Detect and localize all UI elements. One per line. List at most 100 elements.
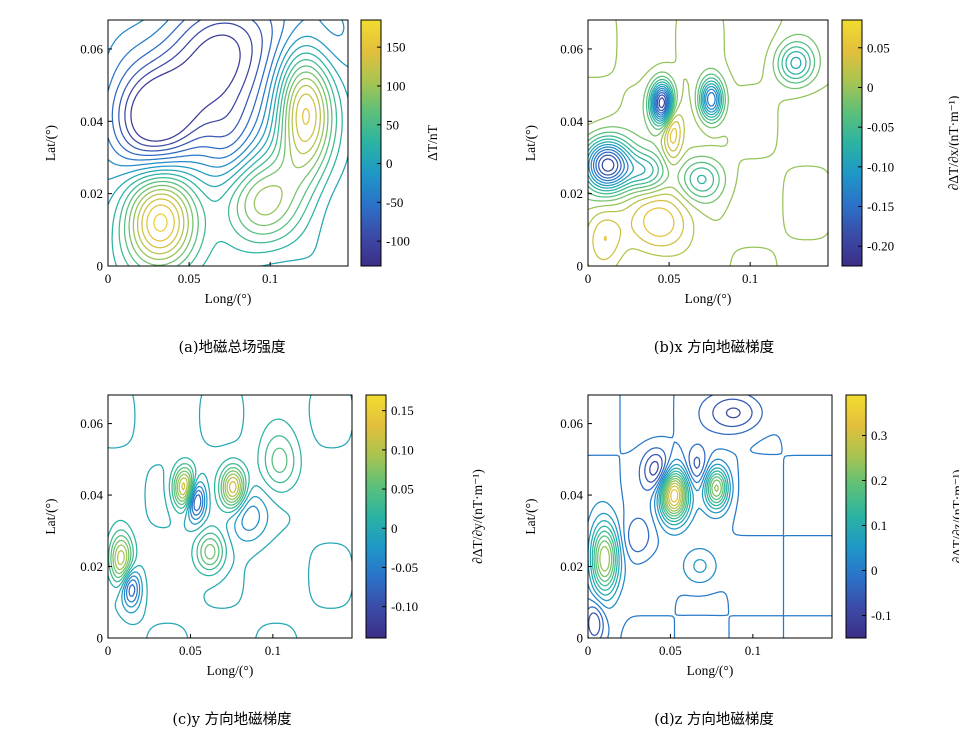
x-axis-label: Long/(°) <box>685 291 732 306</box>
panel-caption: (c)y 方向地磁梯度 <box>172 711 291 728</box>
colorbar-tick-label: 0 <box>871 563 878 578</box>
panel-b: 0 0.05 0.1 0 0.02 0.04 0.06 Long/(°) Lat/(°) 0.05… <box>523 19 959 356</box>
contour-line <box>108 395 352 638</box>
x-tick-label: 0.1 <box>745 643 761 658</box>
contour-line <box>108 35 348 181</box>
y-tick-label: 0.04 <box>560 488 583 503</box>
colorbar-tick-label: 150 <box>386 40 406 55</box>
contour-line <box>128 494 202 597</box>
y-tick-label: 0.06 <box>80 41 103 56</box>
contour-line <box>668 485 681 507</box>
colorbar-tick-label: 0.15 <box>391 403 414 418</box>
colorbar-tick-label: 0 <box>386 156 393 171</box>
axes-frame <box>107 394 353 639</box>
colorbar-tick-label: 0 <box>867 80 874 95</box>
contour-line <box>649 407 741 476</box>
contour-line <box>108 20 285 161</box>
contour-line <box>108 20 345 168</box>
x-axis-label: Long/(°) <box>687 663 734 678</box>
contour-line <box>588 46 811 195</box>
colorbar <box>845 394 867 639</box>
contour-line <box>590 87 718 184</box>
contour-line <box>599 480 719 572</box>
colorbar-tick-label: -0.1 <box>871 608 892 623</box>
contour-line <box>595 91 668 179</box>
contour-line <box>146 107 310 242</box>
colorbar-tick-label: -0.10 <box>391 599 418 614</box>
colorbar-tick-label: 0.10 <box>391 442 414 457</box>
y-axis-label: Lat/(°) <box>43 125 58 161</box>
colorbar <box>841 19 863 267</box>
y-tick-label: 0.04 <box>80 114 103 129</box>
colorbar-tick-label: 0.1 <box>871 518 887 533</box>
panel-caption: (b)x 方向地磁梯度 <box>654 339 774 356</box>
contour-line <box>141 93 317 249</box>
x-tick-label: 0 <box>105 271 112 286</box>
colorbar-tick-label: 0 <box>391 521 398 536</box>
colorbar-tick-label: 50 <box>386 117 399 132</box>
contour-line <box>111 20 273 157</box>
colorbar-tick-label: 0.05 <box>391 482 414 497</box>
contour-set-b <box>588 20 828 266</box>
contour-line <box>588 33 821 204</box>
x-tick-label: 0.05 <box>179 643 202 658</box>
axes-frame <box>107 19 349 267</box>
contour-line <box>125 489 204 603</box>
contour-line <box>591 470 728 591</box>
x-tick-label: 0.05 <box>659 643 682 658</box>
panel-c: 0 0.05 0.100.020.040.06Long/(°)Lat/(°)0.15… <box>43 394 485 728</box>
panel-a: 0 0.05 0.1 0 0.02 0.04 0.06 Long/(°) Lat/(°) 150 1… <box>43 19 440 356</box>
y-tick-label: 0 <box>577 631 584 646</box>
y-axis-label: Lat/(°) <box>523 498 538 534</box>
y-axis-label: Lat/(°) <box>43 498 58 534</box>
y-tick-label: 0 <box>97 631 104 646</box>
y-axis-label: Lat/(°) <box>523 125 538 161</box>
x-tick-label: 0 <box>105 643 112 658</box>
colorbar-tick-label: -0.05 <box>391 560 418 575</box>
axes-frame <box>587 394 833 639</box>
contour-line <box>118 58 338 266</box>
contour-line <box>589 467 729 596</box>
x-tick-label: 0.1 <box>262 271 278 286</box>
x-tick-label: 0.05 <box>178 271 201 286</box>
contour-line <box>123 65 333 266</box>
contour-line <box>603 127 678 242</box>
contour-line <box>108 418 302 589</box>
y-tick-label: 0.02 <box>80 186 103 201</box>
contour-set-d <box>588 395 832 638</box>
x-tick-label: 0.1 <box>265 643 281 658</box>
contour-line <box>123 485 261 608</box>
contour-line <box>153 213 168 232</box>
contour-line <box>588 41 816 198</box>
contour-line <box>588 56 802 189</box>
contour-line <box>130 34 241 142</box>
contour-set-a <box>108 20 348 266</box>
colorbar <box>360 19 382 267</box>
contour-line <box>132 77 325 261</box>
colorbar-tick-label: 100 <box>386 78 406 93</box>
panel-d: 0 0.05 0.1 0 0.02 0.04 0.06 Long/(°) Lat/(°) 0.3 0… <box>523 394 959 728</box>
contour-line <box>181 480 237 494</box>
y-tick-label: 0.02 <box>560 559 583 574</box>
contour-line <box>121 481 269 614</box>
x-axis-label: Long/(°) <box>207 663 254 678</box>
x-tick-label: 0.05 <box>658 271 681 286</box>
colorbar-tick-label: -0.05 <box>867 120 894 135</box>
colorbar-label: ΔT/nT <box>425 124 440 160</box>
x-tick-label: 0.1 <box>742 271 758 286</box>
y-tick-label: 0 <box>577 259 584 274</box>
contour-line <box>592 120 685 261</box>
y-tick-label: 0.06 <box>80 416 103 431</box>
contour-line <box>593 473 726 587</box>
contour-line <box>116 476 240 566</box>
contour-line <box>588 85 720 187</box>
contour-line <box>597 477 722 578</box>
x-tick-label: 0 <box>585 271 592 286</box>
contour-line <box>588 395 832 638</box>
x-tick-label: 0 <box>585 643 592 658</box>
axes-frame <box>587 19 829 267</box>
contour-line <box>595 475 724 582</box>
panel-caption: (d)z 方向地磁梯度 <box>654 711 774 728</box>
contour-line <box>588 20 828 266</box>
